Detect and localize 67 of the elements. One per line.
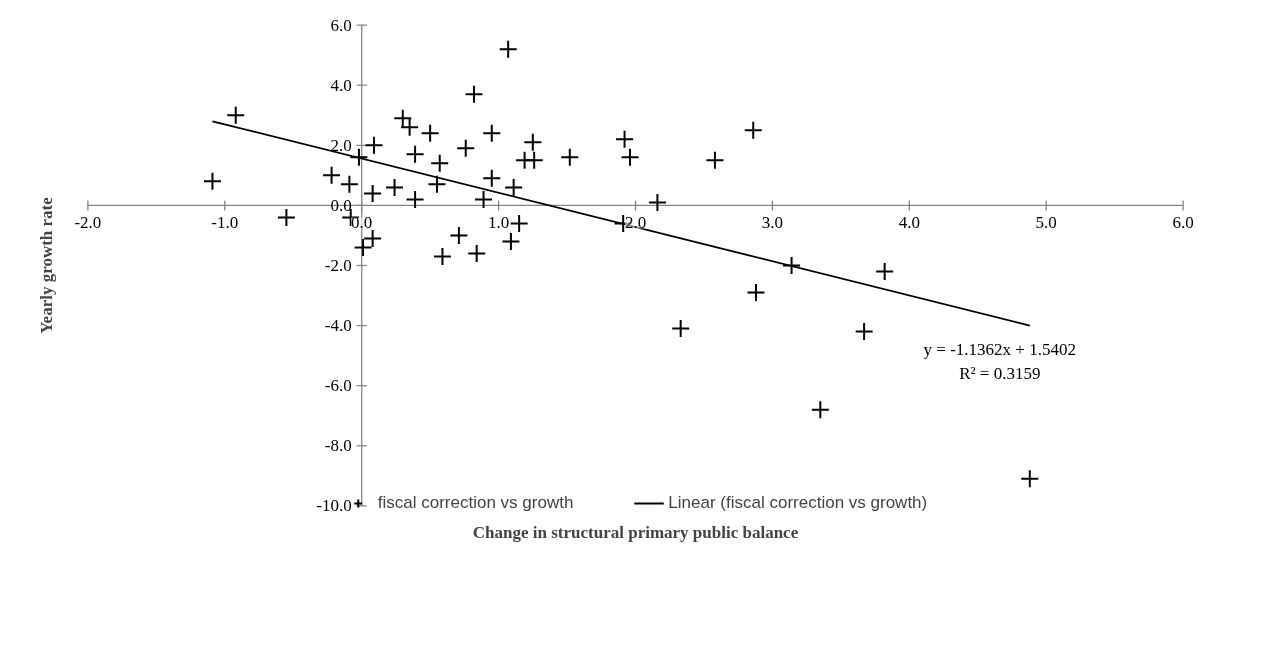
point [449,225,469,245]
point [504,177,524,197]
legend-label: fiscal correction vs growth [377,493,574,513]
x-tick-label: 5.0 [1035,213,1057,233]
point [523,132,543,152]
point [501,231,521,251]
x-tick-label: 2.0 [624,213,647,233]
x-tick-label: -1.0 [211,213,239,233]
point [226,105,246,125]
point [393,108,413,128]
point [810,400,830,420]
point [385,177,405,197]
point [202,171,222,191]
x-axis-title: Change in structural primary public balance [472,522,799,542]
point [322,165,342,185]
point [1020,469,1040,489]
point [349,147,369,167]
x-tick-label: -2.0 [74,213,102,233]
point [432,246,452,266]
annotation: y = -1.1362x + 1.5402 [923,339,1076,359]
y-tick-label: -6.0 [324,376,352,396]
point [400,117,420,137]
point [467,243,487,263]
y-tick-label: 0.0 [330,195,352,215]
point [363,183,383,203]
point [782,256,802,275]
point [482,123,502,143]
y-tick-label: -8.0 [324,436,352,456]
point [498,39,518,59]
point [430,153,450,173]
point [339,174,359,194]
point [427,174,447,194]
point [420,123,440,143]
x-tick-label: 6.0 [1172,213,1194,233]
point [746,283,766,303]
point [705,150,725,170]
y-tick-label: 2.0 [330,135,352,155]
point [474,189,494,209]
point [276,207,296,227]
point [464,84,484,104]
x-tick-label: 4.0 [898,213,920,233]
x-tick-label: 1.0 [487,213,510,233]
point [405,144,425,164]
point [671,319,691,339]
point [482,168,502,188]
y-tick-label: 6.0 [330,15,352,35]
y-tick-label: -10.0 [316,496,352,516]
point [743,120,763,140]
y-tick-label: -4.0 [324,316,352,336]
annotation: R² = 0.3159 [959,363,1041,383]
point [524,150,544,170]
point [647,192,667,212]
x-tick-label: 3.0 [761,213,784,233]
y-axis-title: Yearly growth rate [36,196,56,334]
legend-label: Linear (fiscal correction vs growth) [668,493,928,513]
point [620,147,640,167]
point [560,147,580,167]
point [456,138,476,158]
point [405,189,425,209]
point [509,213,529,233]
y-tick-label: -2.0 [324,256,352,275]
x-tick-label: 0.0 [351,213,373,233]
point [364,135,384,155]
point [875,262,895,282]
point [615,129,635,149]
point [854,322,874,342]
y-tick-label: 4.0 [330,75,352,95]
